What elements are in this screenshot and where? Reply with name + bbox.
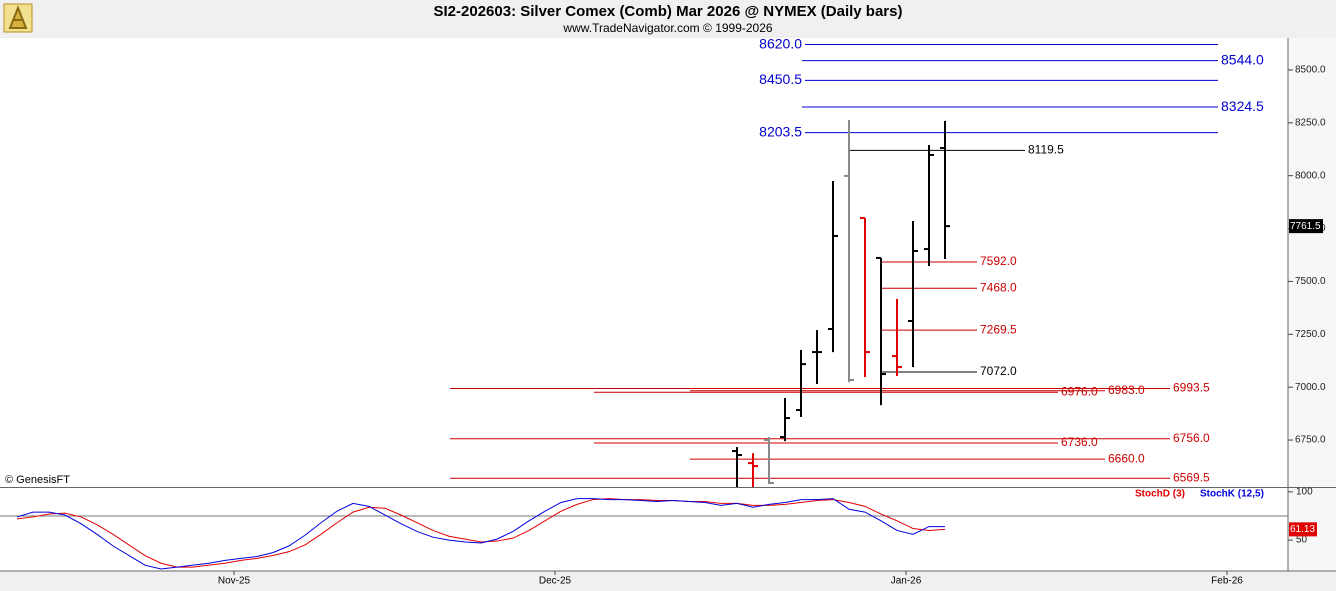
bottom-axis [0,571,1336,591]
y-tick-label: 7250.0 [1295,329,1326,340]
header [0,0,1336,38]
level-label: 6736.0 [1061,435,1098,449]
last-value-box [1289,522,1317,537]
level-label: 7468.0 [980,280,1017,294]
level-label: 6976.0 [1061,384,1098,398]
last-value-label: 61.13 [1290,524,1315,535]
x-tick-label: Nov-25 [218,576,251,587]
watermark: © GenesisFT [5,474,70,486]
last-price-label: 7761.5 [1290,221,1321,232]
right-axis [1288,38,1336,571]
y-tick-label: 50 [1296,535,1308,546]
level-label: 6983.0 [1108,383,1145,397]
legend-entry: StochK (12,5) [1200,489,1264,500]
level-label: 8450.5 [759,71,802,87]
level-label: 8620.0 [759,35,802,51]
y-tick-label: 8250.0 [1295,117,1326,128]
level-label: 8119.5 [1028,143,1064,157]
y-tick-label: 8000.0 [1295,170,1326,181]
level-label: 7592.0 [980,254,1017,268]
y-tick-label: 8500.0 [1295,65,1326,76]
level-label: 6569.5 [1173,470,1210,484]
legend-entry: StochD (3) [1135,489,1185,500]
level-label: 7072.0 [980,364,1017,378]
level-label: 7269.5 [980,322,1017,336]
plot-area [0,38,1288,571]
stoch-line [16,498,946,568]
level-label: 6756.0 [1173,431,1210,445]
level-label: 8203.5 [759,123,802,139]
last-price-box [1289,219,1323,234]
stoch-line [16,498,945,570]
chart-subtitle: www.TradeNavigator.com © 1999-2026 [562,21,772,35]
level-label: 8544.0 [1221,51,1264,67]
chart-title: SI2-202603: Silver Comex (Comb) Mar 2026… [434,3,903,20]
y-tick-label: 7500.0 [1295,276,1326,287]
x-tick-label: Feb-26 [1211,576,1243,587]
y-tick-label: 7000.0 [1295,382,1326,393]
logo [3,3,33,33]
y-tick-label: 6750.0 [1295,435,1326,446]
level-label: 8324.5 [1221,98,1264,114]
level-label: 6660.0 [1108,451,1145,465]
level-label: 6993.5 [1173,381,1210,395]
y-tick-label: 100 [1296,486,1313,497]
x-tick-label: Jan-26 [891,576,922,587]
x-tick-label: Dec-25 [539,576,572,587]
